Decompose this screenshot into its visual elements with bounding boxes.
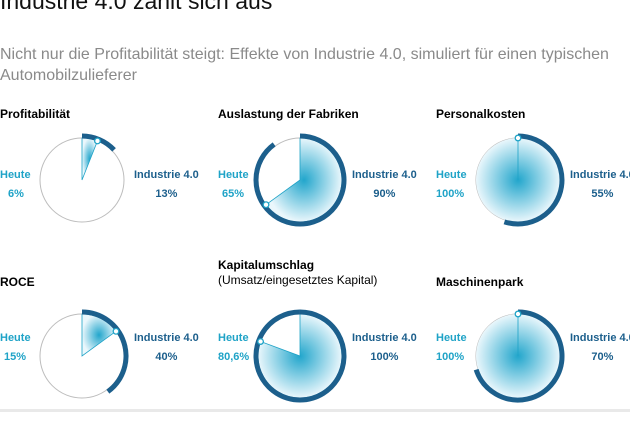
chart-panel: Auslastung der Fabriken Heute 65% Indust… [218,107,423,257]
chart-panel: ROCE Heute 15% Industrie 4.0 40% [0,275,205,425]
industrie40-value: 40% [155,351,178,363]
industrie40-label: Industrie 4.0 100% [352,329,417,367]
pie-chart [475,133,565,227]
industrie40-value: 13% [155,188,178,200]
heute-marker [514,310,522,318]
heute-label-text: Heute [0,169,31,181]
industrie40-arc [253,309,347,403]
industrie40-label-text: Industrie 4.0 [570,169,630,181]
industrie40-arc [81,309,129,394]
chart-panel: Profitabilität Heute 6% Industrie 4.0 13… [0,107,205,257]
chart-subtitle: (Umsatz/eingesetztes Kapital) [218,273,378,287]
heute-marker [112,327,120,335]
heute-marker [262,201,270,209]
chart-title: Kapitalumschlag [218,258,315,272]
pie-chart [39,309,129,399]
chart-title: Auslastung der Fabriken [218,107,359,121]
heute-label: Heute 80,6% [218,329,249,367]
heute-value: 100% [436,188,465,200]
industrie40-label-text: Industrie 4.0 [570,332,630,344]
industrie40-label-text: Industrie 4.0 [134,332,199,344]
industrie40-label-text: Industrie 4.0 [134,169,199,181]
heute-label-text: Heute [218,332,249,344]
chart-panel: Maschinenpark Heute 100% Industrie 4.0 7… [436,275,630,425]
pie-chart [253,133,347,227]
industrie40-label: Industrie 4.0 13% [134,166,199,204]
chart-panel: Personalkosten Heute 100% Industrie 4.0 … [436,107,630,257]
heute-marker [94,137,101,145]
heute-label-text: Heute [436,332,467,344]
industrie40-value: 90% [373,188,396,200]
footer-divider [0,409,630,412]
industrie40-label-text: Industrie 4.0 [352,332,417,344]
industrie40-label: Industrie 4.0 90% [352,166,417,204]
industrie40-value: 70% [591,351,614,363]
industrie40-arc [473,309,565,403]
industrie40-value: 55% [591,188,614,200]
pie-chart [39,133,125,223]
heute-label: Heute 100% [436,166,467,204]
heute-label-text: Heute [218,169,249,181]
industrie40-label-text: Industrie 4.0 [352,169,417,181]
heute-label: Heute 6% [0,166,31,204]
heute-value: 15% [4,351,27,363]
heute-value: 80,6% [218,351,250,363]
pie-chart [253,309,347,403]
heute-label: Heute 65% [218,166,249,204]
chart-panel: Kapitalumschlag (Umsatz/eingesetztes Kap… [218,258,423,408]
chart-title: Maschinenpark [436,275,524,289]
industrie40-arc [253,133,347,227]
heute-marker [514,134,522,142]
page-subtitle: Nicht nur die Profitabilität steigt: Eff… [0,46,609,84]
industrie40-label: Industrie 4.0 40% [134,329,199,367]
chart-title: ROCE [0,275,35,289]
heute-label: Heute 15% [0,329,31,367]
industrie40-value: 100% [370,351,399,363]
heute-label-text: Heute [436,169,467,181]
heute-label-text: Heute [0,332,31,344]
chart-title: Personalkosten [436,107,526,121]
page-title: Industrie 4.0 zahlt sich aus [0,0,273,14]
heute-value: 100% [436,351,465,363]
heute-label: Heute 100% [436,329,467,367]
industrie40-arc [503,133,565,227]
heute-value: 65% [222,188,245,200]
heute-value: 6% [8,188,24,200]
chart-title: Profitabilität [0,107,71,121]
industrie40-label: Industrie 4.0 70% [570,329,630,367]
heute-marker [257,338,265,345]
pie-chart [473,309,565,403]
industrie40-label: Industrie 4.0 55% [570,166,630,204]
